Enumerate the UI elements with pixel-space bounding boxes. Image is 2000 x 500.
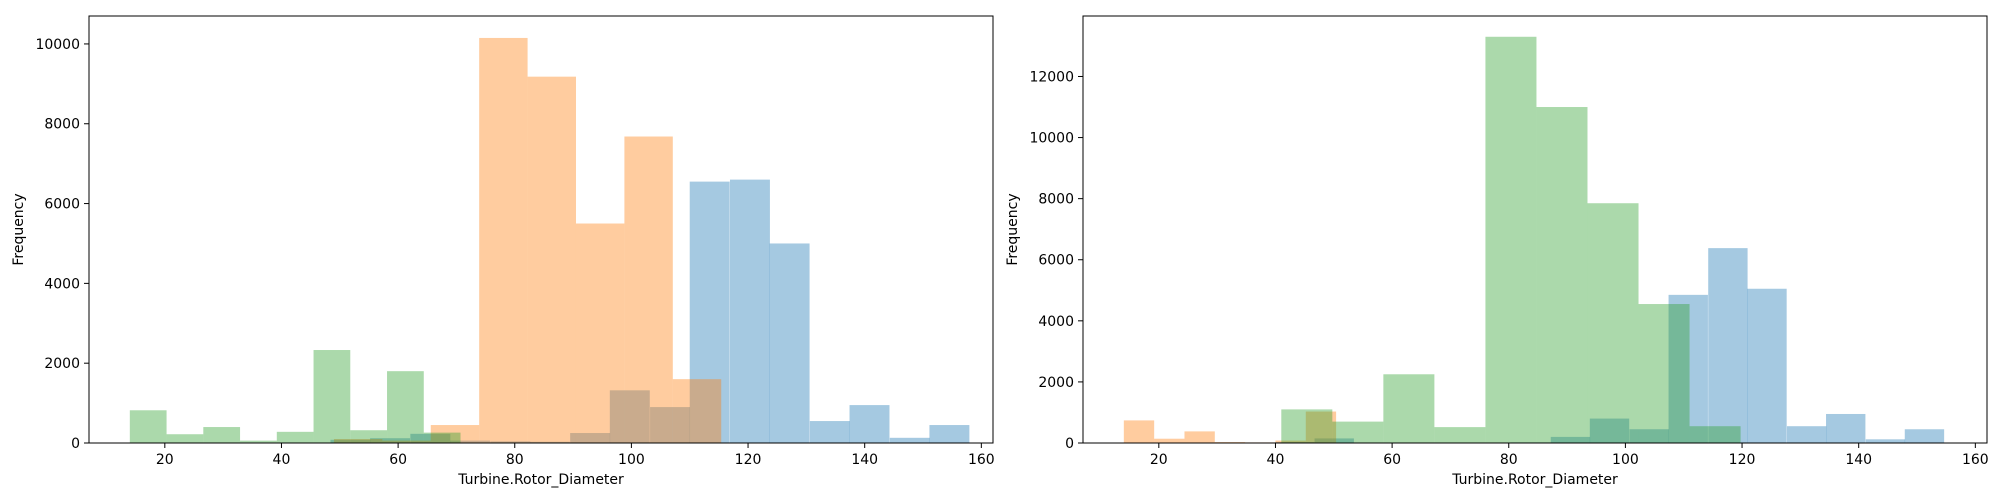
histogram-bar [382,440,431,443]
y-tick-label: 8000 [1038,192,1074,208]
histogram-bar [1668,294,1708,443]
histogram-bar [1589,418,1630,443]
histogram-bar [1786,426,1827,443]
histogram-bar [1587,203,1639,443]
y-tick-label: 12000 [1029,69,1074,85]
x-tick-label: 160 [1962,452,1989,468]
x-tick-label: 20 [1150,452,1168,468]
x-tick-label: 120 [735,452,762,468]
histogram-bar [1865,439,1906,443]
histogram-bar [1123,420,1155,443]
histogram-bar [450,440,490,443]
histogram-bar [769,243,810,443]
y-tick-label: 2000 [1038,375,1074,391]
y-axis-label: Frequency [11,193,27,265]
histogram-bar [624,136,673,443]
histogram-bar [490,441,531,443]
histogram-bar [1629,429,1669,443]
histogram-bar [313,350,351,443]
x-tick-label: 80 [506,452,524,468]
y-tick-label: 0 [71,436,80,452]
x-tick-label: 20 [156,452,174,468]
left-histogram-panel: 20 40 60 80 100 120 140 160 0 2000 4000 6000 8000 100… [11,15,995,488]
right-histogram-panel: 20 40 60 80 100 120 140 160 0 2000 4000 6000 8000 100… [1005,15,1989,488]
histogram-bar [1904,429,1945,443]
histogram-bar [689,181,730,444]
y-tick-label: 2000 [44,356,80,372]
y-tick-label: 4000 [44,276,80,292]
histogram-bar [1275,440,1306,443]
histogram-bar [1383,374,1435,443]
axes-frame [88,15,994,444]
histogram-bar [387,371,424,443]
histogram-bar [1536,107,1588,444]
x-tick-label: 60 [389,452,407,468]
histogram-bar [333,439,383,443]
x-tick-label: 100 [618,452,645,468]
y-tick-label: 10000 [1029,131,1074,147]
histogram-bar [570,433,611,443]
y-axis-label: Frequency [1005,193,1021,265]
histogram-bar [330,439,371,443]
histogram-bar [1747,288,1787,443]
histogram-bar [809,421,850,443]
histogram-bar [129,410,167,443]
axes-frame [1082,15,1988,444]
histogram-bar [672,379,722,443]
histogram-bar [1638,304,1690,443]
x-tick-label: 40 [1267,452,1285,468]
histogram-bar [1826,413,1866,443]
y-tick-label: 4000 [1038,314,1074,330]
histogram-bar [1689,426,1741,443]
histogram-bar [650,407,691,443]
histogram-bar [849,405,890,443]
histogram-bar [240,440,277,443]
histogram-bar [410,433,451,443]
x-tick-label: 160 [968,452,995,468]
x-tick-label: 60 [1383,452,1401,468]
histogram-bar [1708,248,1748,443]
histogram-bar [430,425,480,443]
x-tick-label: 120 [1729,452,1756,468]
histogram-bar [1434,427,1486,443]
histogram-bar [929,425,970,443]
histogram-bar [1332,421,1384,443]
histogram-bar [729,179,770,443]
histogram-bar [889,437,930,443]
histogram-bar [1154,438,1185,443]
x-tick-label: 140 [851,452,878,468]
histogram-bar [1314,438,1354,443]
x-tick-label: 40 [273,452,291,468]
x-tick-label: 140 [1845,452,1872,468]
y-tick-label: 0 [1065,436,1074,452]
histogram-bar [1485,36,1537,444]
x-tick-label: 100 [1612,452,1639,468]
histogram-bar [423,432,461,443]
y-tick-label: 6000 [44,197,80,213]
histogram-bar [166,434,204,443]
x-axis-label: Turbine.Rotor_Diameter [1451,472,1618,488]
histogram-bar [575,223,625,443]
y-tick-label: 6000 [1038,253,1074,269]
histogram-bar [1550,436,1591,443]
histogram-bar [1305,411,1337,443]
histogram-bar [370,438,411,443]
histogram-bar [1281,409,1333,443]
x-axis-label: Turbine.Rotor_Diameter [457,472,624,488]
histogram-bar [350,430,388,443]
histogram-bar [479,37,528,443]
histogram-bar [529,441,570,443]
x-tick-label: 80 [1500,452,1518,468]
histogram-bar [527,76,576,443]
histogram-bar [276,431,314,443]
histogram-bar [203,427,241,443]
histogram-bar [1184,431,1215,443]
y-tick-label: 8000 [44,117,80,133]
y-tick-label: 10000 [35,37,80,53]
histogram-bar [609,390,650,443]
